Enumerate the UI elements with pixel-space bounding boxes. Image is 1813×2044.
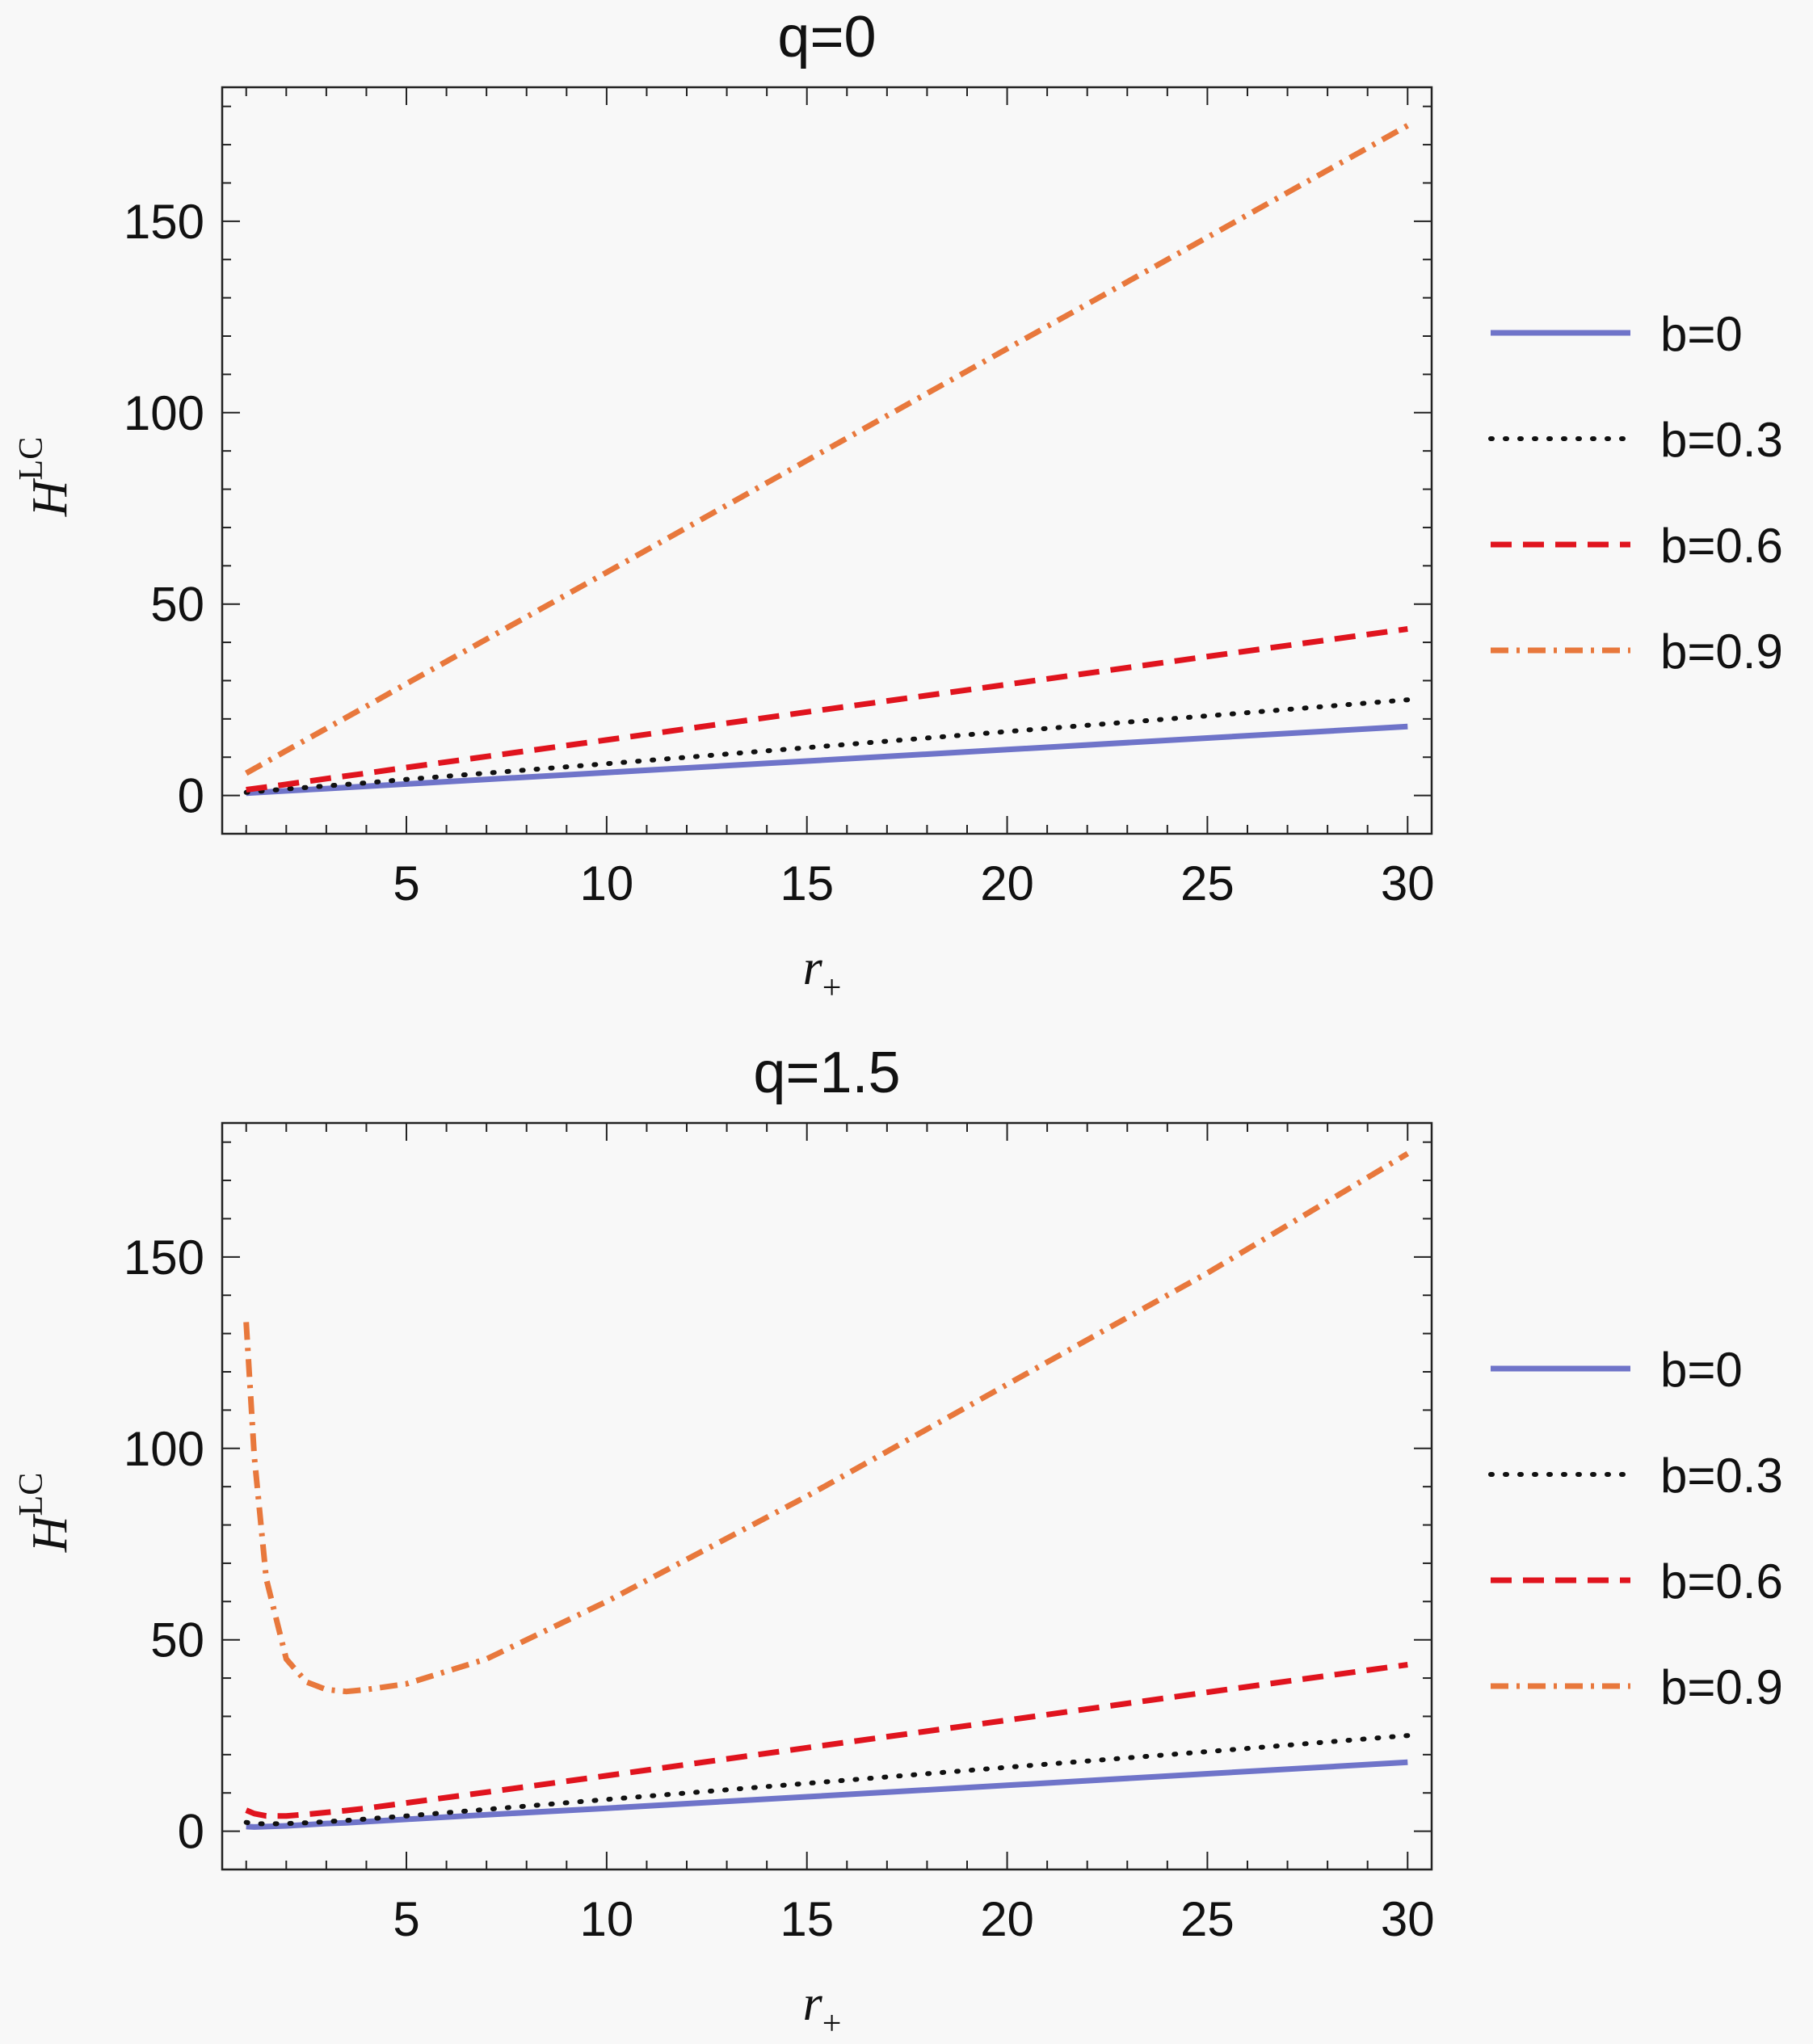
- y-tick-label: 0: [178, 769, 204, 823]
- x-axis-label-sub: +: [822, 969, 842, 1007]
- plot-frame: [221, 1121, 1433, 1871]
- y-tick-label: 100: [124, 1422, 204, 1476]
- x-tick-label: 20: [980, 1892, 1034, 1946]
- x-tick-label: 10: [579, 1892, 633, 1946]
- y-axis-label-sup: LC: [13, 1473, 50, 1516]
- chart-panel-q0: q=0 5 10 15 20 25 30 0 50 100 150 r+ HLC b=0 b=0.3 b=0.…: [13, 5, 1783, 1007]
- legend-label: b=0.9: [1660, 1660, 1783, 1714]
- x-axis-label: r+: [803, 940, 842, 1007]
- y-tick-label: 100: [124, 386, 204, 440]
- x-axis-label: r+: [803, 1976, 842, 2042]
- y-tick-label: 50: [150, 1613, 204, 1668]
- x-tick-label: 30: [1381, 856, 1435, 911]
- y-tick-label: 0: [178, 1805, 204, 1859]
- x-tick-label: 20: [980, 856, 1034, 911]
- legend-label: b=0.3: [1660, 1449, 1783, 1503]
- legend-label: b=0: [1660, 1343, 1743, 1397]
- chart-panel-q1-5: q=1.5 5 10 15 20 25 30 0 50 100 150 r+ HLC b=0 b=0.3 b=…: [13, 1041, 1783, 2042]
- chart-title: q=1.5: [753, 1041, 900, 1105]
- legend-label: b=0.6: [1660, 519, 1783, 573]
- plot-frame: [221, 86, 1433, 835]
- series-line-b-0-6: [246, 626, 1408, 793]
- y-axis-label-main: H: [23, 1513, 78, 1553]
- x-axis-label-main: r: [803, 1976, 823, 2031]
- series-line-b-0: [246, 1759, 1408, 1830]
- legend-label: b=0.3: [1660, 413, 1783, 467]
- y-tick-label: 50: [150, 578, 204, 632]
- chart-title: q=0: [777, 5, 876, 69]
- y-axis-label: HLC: [13, 1473, 78, 1553]
- y-axis-label-sup: LC: [13, 437, 50, 481]
- x-tick-label: 5: [393, 856, 419, 911]
- x-tick-label: 15: [780, 856, 834, 911]
- x-axis-label-main: r: [803, 940, 823, 995]
- x-tick-label: 25: [1180, 856, 1235, 911]
- series-line-b-0-9: [243, 1150, 1410, 1695]
- legend-label: b=0.6: [1660, 1554, 1783, 1609]
- y-tick-label: 150: [124, 195, 204, 249]
- series-line-b-0-3: [243, 1733, 1411, 1827]
- x-axis-label-sub: +: [822, 2005, 842, 2042]
- y-axis-label: HLC: [13, 437, 78, 517]
- legend-label: b=0: [1660, 307, 1743, 361]
- y-tick-label: 150: [124, 1230, 204, 1285]
- y-axis-label-main: H: [23, 477, 78, 517]
- x-tick-label: 10: [579, 856, 633, 911]
- x-tick-label: 30: [1381, 1892, 1435, 1946]
- legend-label: b=0.9: [1660, 625, 1783, 679]
- series-line-b-0-9: [244, 123, 1410, 776]
- x-tick-label: 25: [1180, 1892, 1235, 1946]
- x-tick-label: 5: [393, 1892, 419, 1946]
- x-tick-label: 15: [780, 1892, 834, 1946]
- series-line-b-0-3: [243, 697, 1411, 795]
